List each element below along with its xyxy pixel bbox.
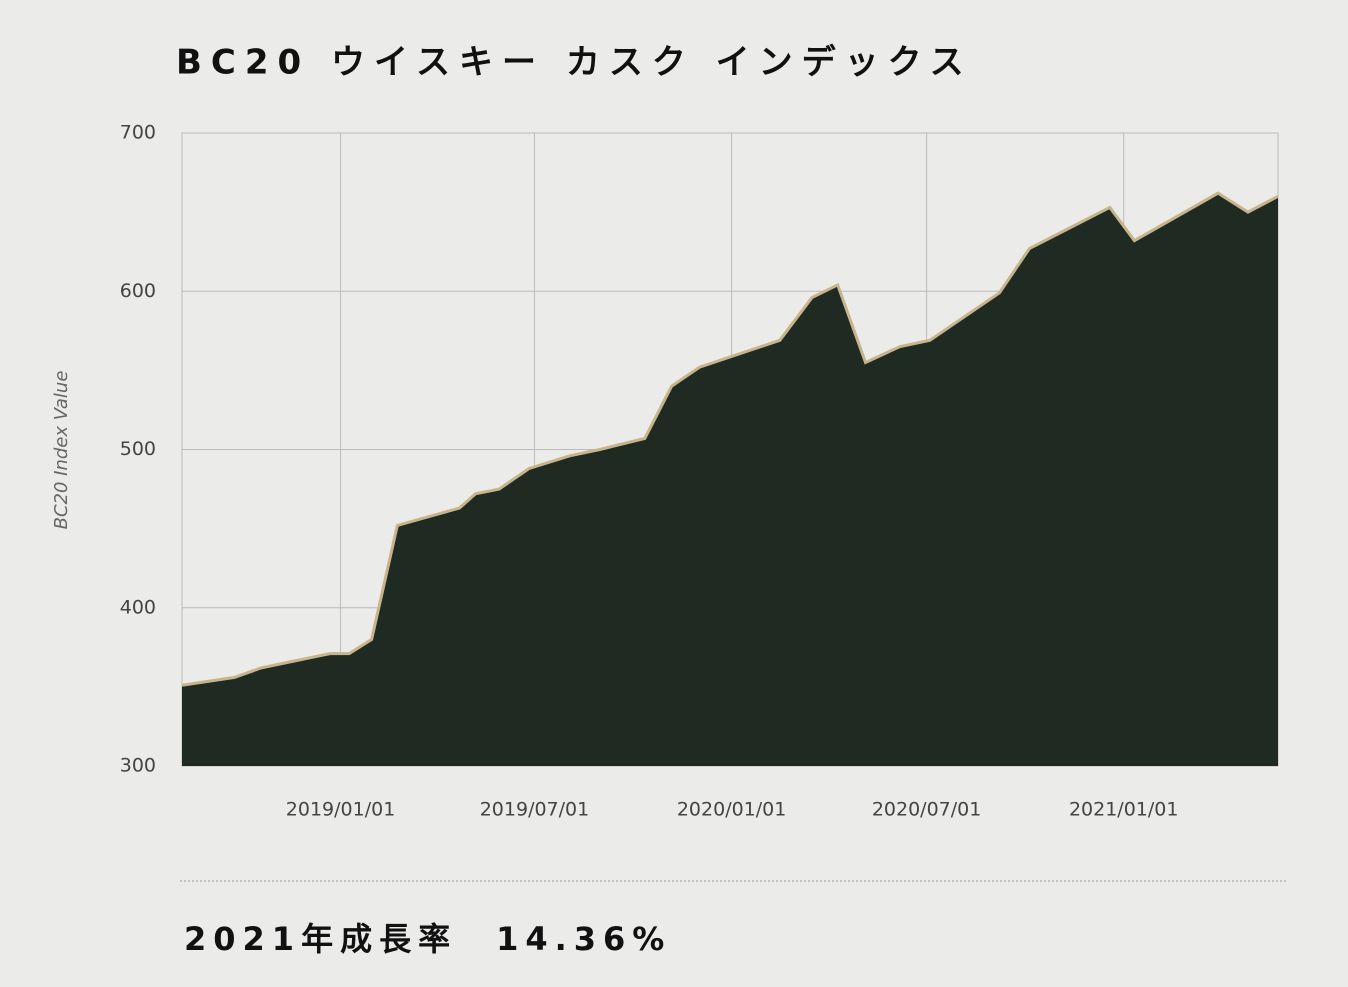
x-tick-label: 2021/01/01: [1069, 799, 1179, 821]
chart-title: BC20 ウイスキー カスク インデックス: [176, 43, 973, 83]
area: [182, 193, 1278, 766]
growth-rate: 2021年成長率 14.36%: [184, 920, 671, 958]
area-line: [181, 191, 1279, 687]
y-tick-label: 700: [120, 122, 156, 144]
x-tick-label: 2020/01/01: [677, 799, 787, 821]
x-tick-label: 2019/01/01: [286, 799, 396, 821]
x-tick-label: 2020/07/01: [872, 799, 982, 821]
y-tick-label: 500: [120, 438, 156, 460]
x-tick-label: 2019/07/01: [480, 799, 590, 821]
y-tick-label: 300: [120, 755, 156, 777]
y-tick-label: 600: [120, 280, 156, 302]
y-tick-label: 400: [120, 596, 156, 618]
y-axis-label: BC20 Index Value: [51, 371, 72, 530]
